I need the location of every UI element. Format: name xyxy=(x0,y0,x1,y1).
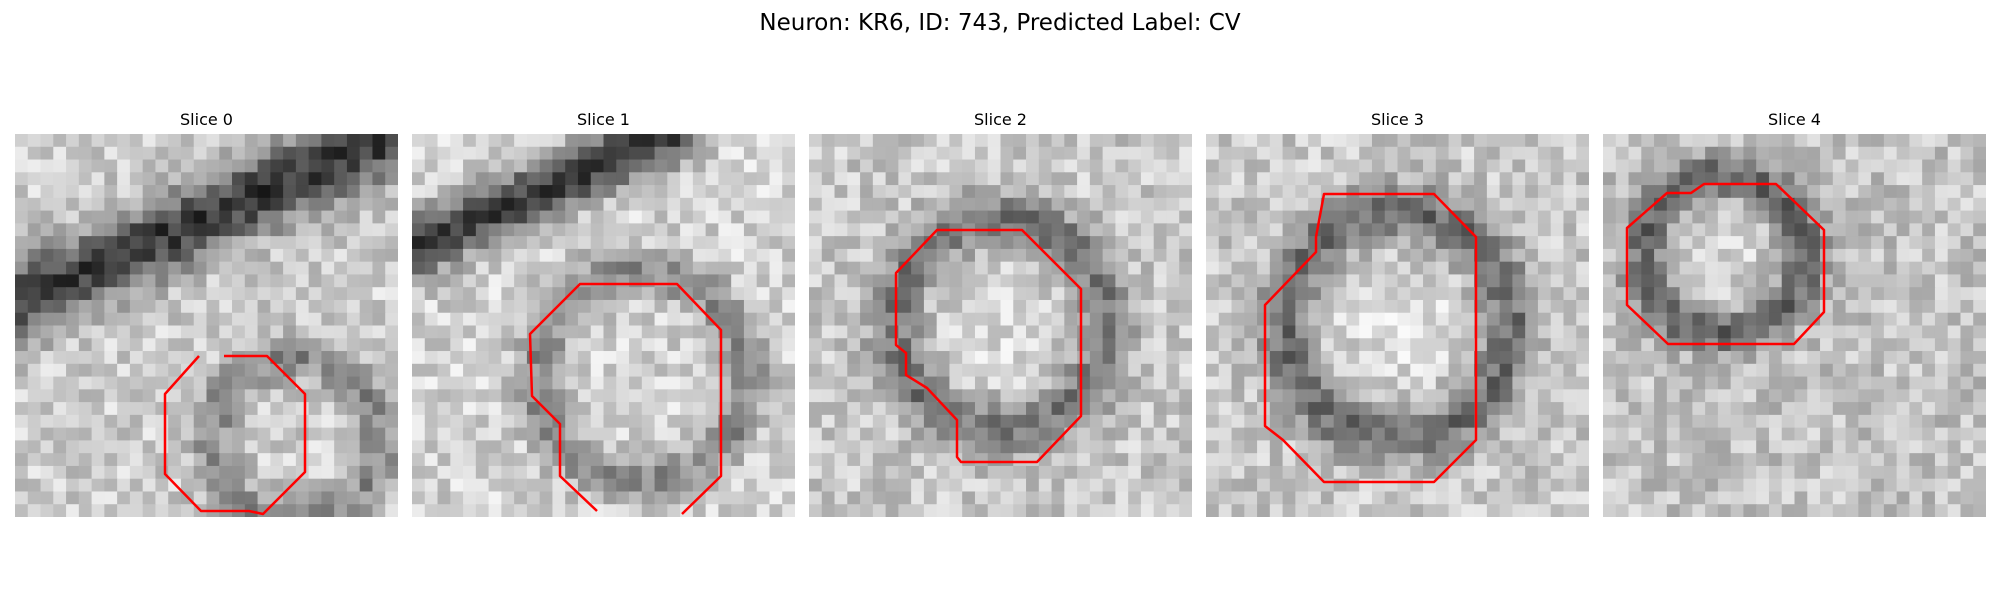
slice-title-0: Slice 0 xyxy=(180,110,233,129)
contour-outline xyxy=(894,228,1083,464)
contour-outline xyxy=(528,282,723,515)
slice-panel-2: Slice 2 xyxy=(809,108,1192,517)
figure-title: Neuron: KR6, ID: 743, Predicted Label: C… xyxy=(759,10,1241,36)
grayscale-pixels xyxy=(1603,134,1986,517)
slice-image-3 xyxy=(1206,134,1589,517)
slice-panel-4: Slice 4 xyxy=(1603,108,1986,517)
slice-title-4: Slice 4 xyxy=(1768,110,1821,129)
slice-image-4 xyxy=(1603,134,1986,517)
slice-title-2: Slice 2 xyxy=(974,110,1027,129)
grayscale-pixels xyxy=(15,134,398,517)
grayscale-pixels xyxy=(412,134,795,517)
slice-image-0 xyxy=(15,134,398,517)
grayscale-pixels xyxy=(809,134,1192,517)
contour-outline xyxy=(1263,192,1478,484)
slice-panel-0: Slice 0 xyxy=(15,108,398,517)
slice-panel-3: Slice 3 xyxy=(1206,108,1589,517)
slice-title-1: Slice 1 xyxy=(577,110,630,129)
slice-panel-1: Slice 1 xyxy=(412,108,795,517)
slice-image-2 xyxy=(809,134,1192,517)
contour-outline xyxy=(1625,182,1826,346)
slice-title-3: Slice 3 xyxy=(1371,110,1424,129)
slice-image-1 xyxy=(412,134,795,517)
grayscale-pixels xyxy=(1206,134,1589,517)
contour-outline xyxy=(163,354,307,516)
